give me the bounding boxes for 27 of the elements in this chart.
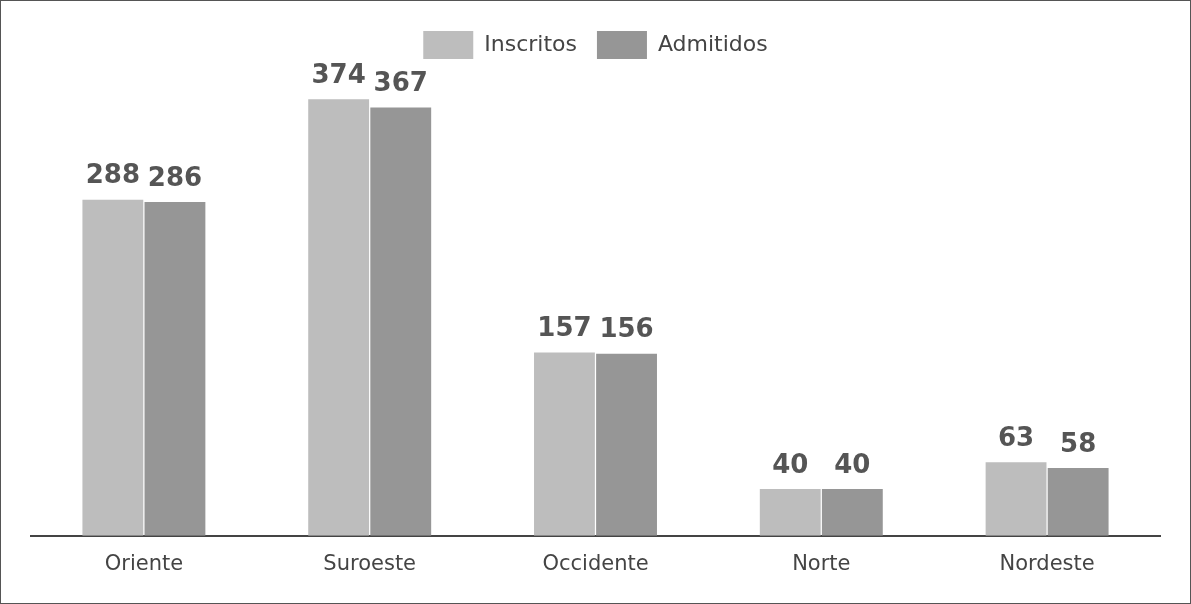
data-label: 374 xyxy=(311,59,366,90)
x-tick-label: Oriente xyxy=(104,550,184,575)
data-label: 63 xyxy=(997,422,1035,453)
x-tick-label: Nordeste xyxy=(999,550,1095,575)
x-tick-label: Occidente xyxy=(542,550,649,575)
bar xyxy=(596,353,657,536)
bar xyxy=(985,462,1047,536)
data-label: 286 xyxy=(147,161,203,192)
x-tick-label: Norte xyxy=(792,550,851,575)
bar xyxy=(82,199,144,536)
x-tick-label: Suroeste xyxy=(323,550,417,575)
data-label: 40 xyxy=(834,448,871,479)
bar xyxy=(759,489,821,536)
legend-label: Admitidos xyxy=(657,30,768,56)
bar xyxy=(821,489,883,536)
bar xyxy=(534,352,595,536)
bar xyxy=(308,99,370,536)
data-label: 288 xyxy=(85,159,140,190)
data-label: 40 xyxy=(772,448,809,479)
data-label: 58 xyxy=(1060,427,1097,458)
data-label: 157 xyxy=(537,312,592,343)
bar xyxy=(1047,468,1109,536)
bar xyxy=(144,202,206,536)
data-label: 156 xyxy=(599,313,654,344)
bar xyxy=(370,107,432,536)
data-label: 367 xyxy=(373,67,428,98)
legend-label: Inscritos xyxy=(484,30,577,56)
